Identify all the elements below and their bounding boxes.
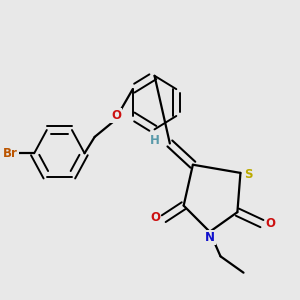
- Text: O: O: [111, 109, 121, 122]
- Text: Br: Br: [3, 147, 18, 160]
- Text: S: S: [244, 168, 252, 181]
- Text: O: O: [150, 211, 160, 224]
- Text: N: N: [206, 231, 215, 244]
- Text: O: O: [266, 217, 275, 230]
- Text: H: H: [150, 134, 160, 147]
